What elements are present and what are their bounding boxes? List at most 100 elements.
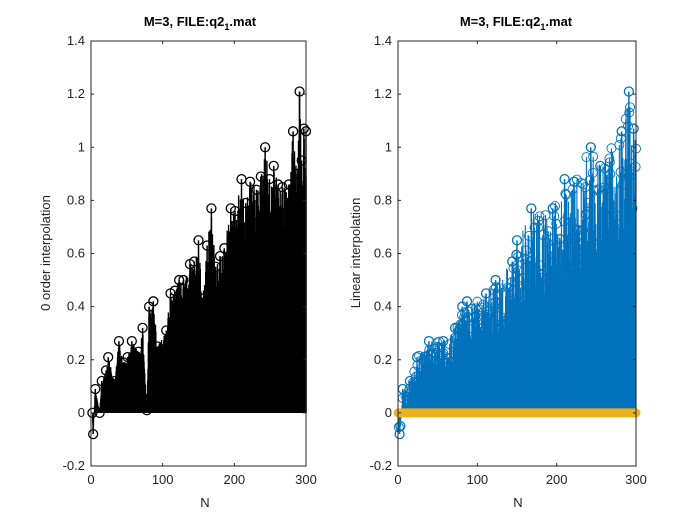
ticks-left: 0 100 200 300-0.200.20.40.60.811.21.4 xyxy=(63,33,317,487)
stem-marker xyxy=(533,215,544,226)
y-axis-label-right: Linear interpolation xyxy=(348,198,363,309)
key-marker-right-4 xyxy=(404,375,416,387)
key-marker-left-22 xyxy=(178,274,189,286)
key-marker-right-11 xyxy=(480,288,492,299)
key-marker-right-6 xyxy=(423,336,435,347)
stem-marker xyxy=(623,121,634,132)
key-marker-right-17 xyxy=(559,173,570,185)
key-marker-right-23 xyxy=(628,123,639,134)
svg-text:M=3, FILE:q21.mat: M=3, FILE:q21.mat xyxy=(144,14,257,32)
key-marker-left-5 xyxy=(100,365,112,376)
y-tick-label-right-0: -0.2 xyxy=(370,458,392,473)
key-marker-right-22 xyxy=(623,86,635,97)
key-marker-right-3 xyxy=(402,394,413,405)
panel-left: M=3, FILE:q21.mat 0 100 200 300-0.200.20.40… xyxy=(38,14,317,510)
key-marker-right-8 xyxy=(449,322,461,334)
title-sub-right: 1 xyxy=(540,22,545,32)
y-tick-label-left-7: 1.2 xyxy=(67,86,85,101)
x-axis-label-right: N xyxy=(513,495,522,510)
stem-marker xyxy=(625,102,635,113)
x-tick-label-right-3: 300 xyxy=(625,472,647,487)
y-tick-label-left-3: 0.4 xyxy=(67,299,85,314)
key-marker-left-28 xyxy=(206,203,217,214)
panel-right: M=3, FILE:q21.mat 0 100 200 300-0.200.20.40… xyxy=(348,14,647,510)
key-marker-left-41 xyxy=(268,160,279,171)
key-marker-left-49 xyxy=(298,123,310,134)
stems-left xyxy=(87,86,312,440)
key-marker-left-36 xyxy=(244,176,256,187)
x-tick-label-right-1: 100 xyxy=(466,472,488,487)
y-tick-label-right-7: 1.2 xyxy=(374,86,392,101)
key-marker-right-10 xyxy=(461,296,473,307)
x-axis-label-left: N xyxy=(200,495,209,510)
stem-marker xyxy=(570,234,581,245)
y-tick-label-left-6: 1 xyxy=(78,139,85,154)
x-tick-label-right-2: 200 xyxy=(546,472,568,487)
x-tick-label-left-0: 0 xyxy=(87,472,94,487)
key-marker-left-25 xyxy=(193,235,204,246)
y-tick-label-left-8: 1.4 xyxy=(67,33,85,48)
x-tick-label-left-2: 200 xyxy=(223,472,245,487)
title-end-left: .mat xyxy=(229,14,256,29)
key-marker-left-6 xyxy=(103,351,114,363)
key-marker-left-3 xyxy=(94,407,105,419)
key-marker-right-21 xyxy=(616,126,627,137)
key-marker-right-1 xyxy=(395,421,406,432)
key-marker-right-20 xyxy=(595,160,606,171)
stem-marker xyxy=(614,139,625,150)
key-marker-left-47 xyxy=(294,86,305,97)
key-marker-right-16 xyxy=(547,203,558,214)
key-marker-left-45 xyxy=(287,126,299,137)
y-tick-label-right-2: 0.2 xyxy=(374,352,392,367)
key-marker-left-1 xyxy=(88,428,99,440)
axes-frame-right xyxy=(397,40,637,467)
key-marker-left-14 xyxy=(141,405,153,416)
key-marker-right-0 xyxy=(394,428,405,440)
stem-marker xyxy=(460,316,471,327)
y-tick-label-right-6: 1 xyxy=(385,139,392,154)
stem-marker xyxy=(549,211,560,222)
stem-marker xyxy=(560,188,571,199)
stems-right xyxy=(393,86,641,440)
key-marker-left-8 xyxy=(113,336,125,347)
y-tick-label-left-4: 0.6 xyxy=(67,246,85,261)
title-end-right: .mat xyxy=(545,14,572,29)
ticks-right: 0 100 200 300-0.200.20.40.60.811.21.4 xyxy=(370,33,647,487)
key-marker-right-14 xyxy=(511,235,523,246)
stem-dense-fill-left xyxy=(112,174,306,413)
stem-marker xyxy=(561,189,572,200)
key-marker-left-16 xyxy=(148,296,159,307)
key-stems-right-0 xyxy=(394,86,639,440)
key-marker-right-12 xyxy=(490,274,501,286)
key-marker-left-13 xyxy=(137,322,148,334)
x-tick-label-left-1: 100 xyxy=(152,472,174,487)
y-tick-label-left-2: 0.2 xyxy=(67,352,85,367)
y-tick-label-right-8: 1.4 xyxy=(374,33,392,48)
y-tick-label-left-0: -0.2 xyxy=(63,458,85,473)
key-marker-right-5 xyxy=(411,351,423,363)
y-tick-label-right-1: 0 xyxy=(385,405,392,420)
chart-title-left: M=3, FILE:q21.mat xyxy=(144,14,257,32)
title-main-left: M=3, FILE:q2 xyxy=(144,14,225,29)
title-main-right: M=3, FILE:q2 xyxy=(460,14,541,29)
key-marker-left-17 xyxy=(152,341,163,352)
svg-text:M=3, FILE:q21.mat: M=3, FILE:q21.mat xyxy=(460,14,573,32)
chart-title-right: M=3, FILE:q21.mat xyxy=(460,14,573,32)
key-marker-left-31 xyxy=(219,243,230,254)
key-marker-right-7 xyxy=(438,336,449,347)
key-marker-right-15 xyxy=(526,203,537,214)
key-marker-right-18 xyxy=(568,176,580,187)
title-sub-left: 1 xyxy=(224,22,229,32)
key-marker-left-11 xyxy=(126,336,138,347)
y-tick-label-left-5: 0.8 xyxy=(67,192,85,207)
stem-marker xyxy=(604,157,615,168)
y-tick-label-right-4: 0.6 xyxy=(374,246,392,261)
x-tick-label-left-3: 300 xyxy=(295,472,317,487)
stem-marker xyxy=(588,151,599,162)
key-marker-left-33 xyxy=(229,205,241,217)
y-axis-label-left: 0 order interpolation xyxy=(38,195,53,311)
y-tick-label-left-1: 0 xyxy=(78,405,85,420)
key-stems-left-0 xyxy=(87,86,312,440)
stem-marker xyxy=(605,169,616,179)
